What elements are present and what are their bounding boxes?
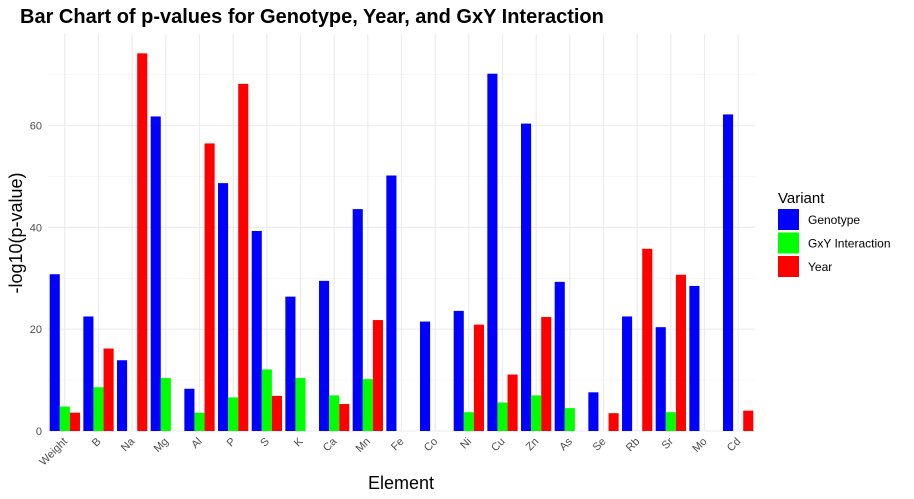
bar-gxy-interaction-ca — [329, 395, 340, 431]
x-tick-label: Sr — [660, 435, 677, 452]
bar-genotype-na — [117, 360, 128, 431]
bar-genotype-ni — [453, 310, 464, 431]
bar-genotype-se — [588, 392, 599, 431]
x-tick-labels: Weight B Na Mg Al P S K Ca Mn Fe Co Ni Cu Zn As Se Rb Sr Mo… — [37, 435, 743, 468]
gridlines — [48, 34, 755, 432]
x-tick-label: Fe — [389, 436, 407, 454]
bar-genotype-ca — [319, 280, 330, 431]
x-tick-label: Ca — [321, 435, 340, 454]
x-tick-label: Mn — [354, 436, 373, 455]
bar-genotype-co — [420, 321, 431, 431]
bar-year-cd — [743, 410, 754, 431]
bar-gxy-interaction-mg — [160, 378, 171, 431]
bar-genotype-sr — [655, 327, 666, 431]
bar-gxy-interaction-al — [194, 412, 205, 431]
bar-year-p — [238, 83, 249, 431]
x-tick-label: Rb — [624, 436, 642, 454]
bar-gxy-interaction-cu — [497, 402, 508, 431]
bar-year-sr — [675, 274, 686, 431]
bar-gxy-interaction-sr — [665, 412, 676, 431]
x-axis-title: Element — [368, 473, 434, 493]
bar-genotype-p — [218, 183, 229, 431]
bar-year-se — [608, 413, 619, 431]
y-tick-label: 40 — [30, 222, 42, 234]
x-tick-label: Cu — [489, 436, 507, 454]
bar-genotype-weight — [49, 274, 60, 431]
bar-year-s — [271, 395, 282, 431]
y-tick-label: 20 — [30, 324, 42, 336]
bar-genotype-mo — [689, 285, 700, 431]
x-tick-label: Na — [119, 435, 138, 454]
x-tick-label: B — [90, 436, 104, 450]
y-tick-labels: 0 20 40 60 — [30, 121, 42, 438]
legend-key — [778, 209, 799, 230]
bar-genotype-s — [251, 230, 262, 431]
legend-key — [778, 256, 799, 277]
x-tick-label: P — [225, 436, 239, 450]
legend-key — [778, 232, 799, 254]
bar-year-na — [137, 53, 148, 431]
bar-gxy-interaction-zn — [531, 395, 542, 431]
bar-year-ca — [339, 404, 350, 431]
bar-genotype-cu — [487, 73, 498, 431]
legend: Variant Genotype GxY Interaction Year — [778, 190, 891, 277]
bar-genotype-rb — [622, 316, 633, 431]
y-axis-title: -log10(p-value) — [6, 172, 26, 293]
bar-genotype-zn — [521, 123, 532, 431]
x-tick-label: Weight — [37, 436, 70, 469]
bar-genotype-cd — [723, 114, 734, 432]
x-tick-label: Al — [189, 436, 204, 451]
y-tick-label: 0 — [36, 426, 42, 438]
x-tick-label: Se — [591, 436, 609, 454]
bar-gxy-interaction-k — [295, 378, 306, 431]
bar-genotype-k — [285, 296, 296, 431]
bar-gxy-interaction-s — [261, 369, 272, 431]
x-tick-label: K — [292, 435, 306, 449]
x-tick-label: As — [557, 435, 575, 453]
bar-genotype-mn — [352, 209, 363, 431]
bar-genotype-b — [83, 316, 94, 431]
legend-label: Year — [808, 260, 832, 274]
bar-genotype-as — [554, 281, 565, 431]
bar-year-ni — [473, 324, 484, 431]
legend-label: GxY Interaction — [808, 237, 891, 251]
x-tick-label: Co — [422, 436, 440, 454]
bar-year-al — [204, 143, 215, 431]
bar-gxy-interaction-ni — [463, 412, 474, 431]
x-tick-label: Cd — [725, 436, 743, 454]
bar-year-cu — [507, 374, 518, 431]
chart-title: Bar Chart of p-values for Genotype, Year… — [20, 6, 604, 28]
x-tick-label: S — [258, 436, 272, 450]
bar-year-b — [103, 348, 114, 431]
bars — [49, 53, 754, 432]
x-tick-label: Mo — [690, 436, 709, 455]
bar-genotype-fe — [386, 175, 397, 431]
x-tick-label: Mg — [152, 436, 171, 455]
bar-year-weight — [69, 412, 80, 431]
bar-gxy-interaction-mn — [362, 379, 373, 431]
bar-year-rb — [642, 248, 653, 431]
legend-label: Genotype — [808, 213, 860, 227]
bar-year-zn — [541, 316, 552, 431]
x-tick-label: Zn — [524, 436, 542, 454]
legend-title: Variant — [778, 190, 825, 207]
bar-gxy-interaction-as — [564, 408, 575, 431]
y-tick-label: 60 — [30, 121, 42, 133]
bar-gxy-interaction-p — [228, 397, 239, 431]
bar-gxy-interaction-weight — [59, 406, 70, 431]
bar-genotype-al — [184, 388, 195, 431]
bar-gxy-interaction-b — [93, 387, 104, 431]
bar-year-mn — [372, 320, 383, 431]
x-tick-label: Ni — [458, 436, 474, 452]
bar-genotype-mg — [150, 116, 161, 431]
